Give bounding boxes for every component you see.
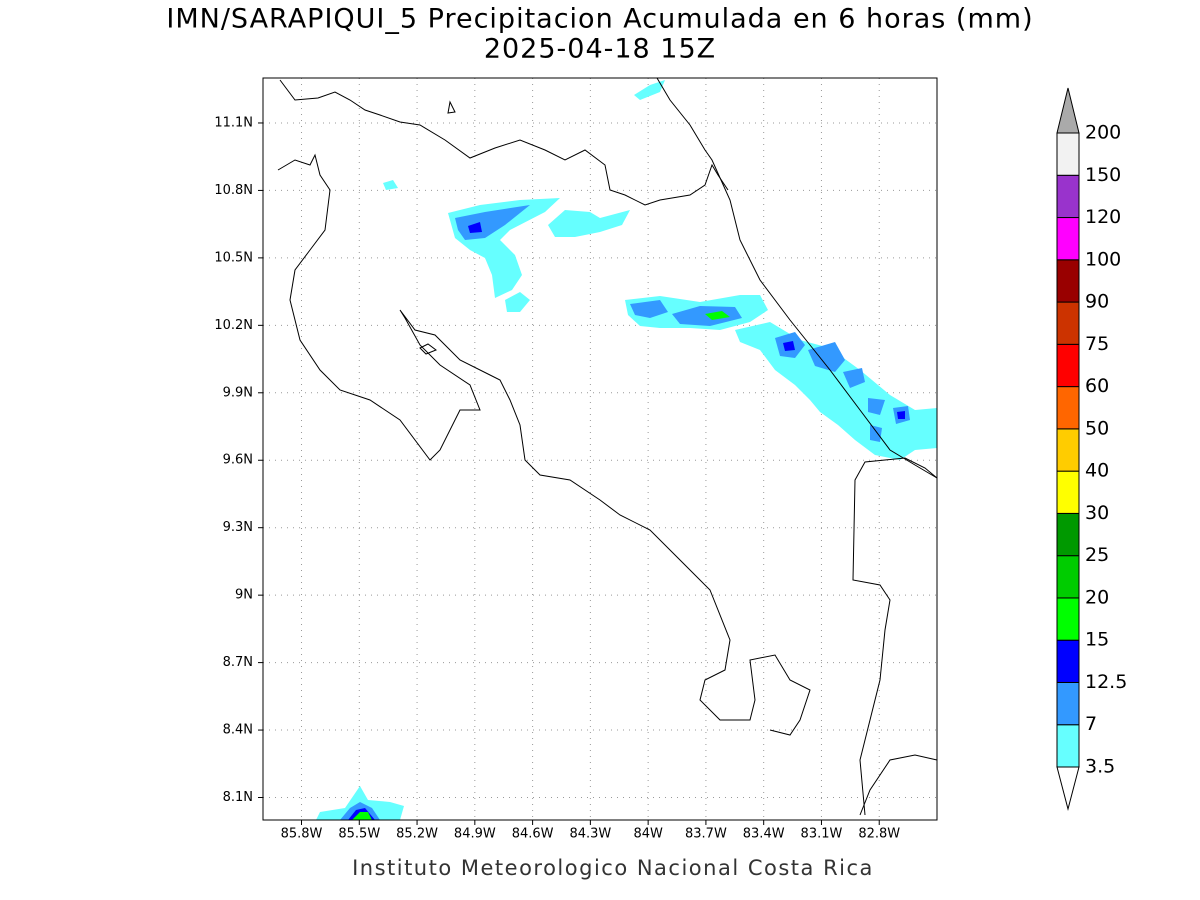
colorbar-label: 7	[1085, 713, 1097, 735]
lon-tick-label: 84.3W	[569, 827, 611, 842]
lat-tick-label: 9.3N	[223, 520, 253, 535]
precipitation-field	[316, 80, 937, 820]
lon-tick-label: 84.9W	[454, 827, 496, 842]
colorbar-label: 3.5	[1085, 756, 1115, 778]
colorbar-label: 50	[1085, 417, 1109, 439]
colorbar-box	[1056, 259, 1080, 303]
lat-tick-label: 9.9N	[223, 385, 253, 400]
colorbar-box	[1056, 386, 1080, 430]
lat-tick-label: 8.1N	[223, 790, 253, 805]
colorbar-box	[1056, 217, 1080, 261]
colorbar-box	[1056, 343, 1080, 388]
colorbar-box	[1056, 555, 1080, 599]
lon-tick-label: 84.6W	[512, 827, 554, 842]
colorbar-label: 75	[1085, 333, 1109, 355]
lon-tick-label: 83.4W	[743, 827, 785, 842]
colorbar-box	[1056, 428, 1080, 472]
lon-tick-label: 85.8W	[281, 827, 323, 842]
lon-tick-label: 85.2W	[396, 827, 438, 842]
colorbar-box	[1056, 597, 1080, 641]
lat-tick-label: 11.1N	[214, 115, 253, 130]
lat-tick-label: 10.8N	[214, 183, 253, 198]
lon-tick-label: 85.5W	[338, 827, 380, 842]
colorbar-box	[1056, 724, 1080, 768]
colorbar-label: 200	[1085, 122, 1121, 144]
lat-tick-label: 9N	[235, 588, 253, 603]
colorbar-label: 12.5	[1085, 671, 1127, 693]
colorbar-box	[1056, 301, 1080, 345]
colorbar-box	[1056, 512, 1080, 557]
footer: Instituto Meteorologico Nacional Costa R…	[352, 856, 874, 880]
colorbar-box	[1056, 639, 1080, 683]
colorbar-under	[1056, 766, 1080, 811]
colorbar-box	[1056, 132, 1080, 176]
grid	[263, 78, 937, 820]
colorbar-box	[1056, 174, 1080, 219]
colorbar-box	[1056, 681, 1080, 726]
colorbar-over	[1056, 87, 1080, 134]
colorbar-label: 40	[1085, 460, 1109, 482]
colorbar-label: 120	[1085, 206, 1121, 228]
colorbar-label: 30	[1085, 502, 1109, 524]
lat-tick-label: 10.5N	[214, 250, 253, 265]
colorbar-label: 150	[1085, 164, 1121, 186]
colorbar-label: 60	[1085, 375, 1109, 397]
colorbar-label: 90	[1085, 291, 1109, 313]
map-subtitle: 2025-04-18 15Z	[484, 34, 716, 65]
colorbar: 3.5 7 12.5 15 20 25 30 40 50 60 75 90 100 120 150 200	[1056, 87, 1127, 811]
colorbar-box	[1056, 470, 1080, 514]
coastline	[262, 77, 938, 821]
map-title: IMN/SARAPIQUI_5 Precipitacion Acumulada …	[166, 4, 1033, 35]
colorbar-label: 20	[1085, 586, 1109, 608]
lon-tick-label: 83.1W	[801, 827, 843, 842]
lat-tick-label: 8.7N	[223, 655, 253, 670]
lon-tick-label: 82.8W	[858, 827, 900, 842]
lon-tick-label: 84W	[633, 827, 663, 842]
colorbar-label: 100	[1085, 248, 1121, 270]
lon-tick-label: 83.7W	[685, 827, 727, 842]
colorbar-label: 25	[1085, 544, 1109, 566]
lat-tick-label: 10.2N	[214, 318, 253, 333]
colorbar-label: 15	[1085, 629, 1109, 651]
lat-tick-label: 8.4N	[223, 723, 253, 738]
lat-tick-label: 9.6N	[223, 453, 253, 468]
